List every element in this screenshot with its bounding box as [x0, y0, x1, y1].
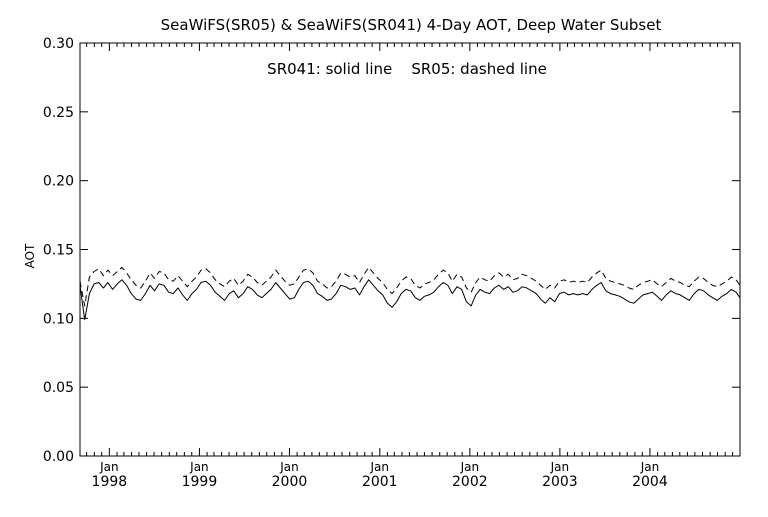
x-tick-month-label: Jan — [99, 460, 119, 474]
x-tick-year-label: 2002 — [452, 474, 488, 490]
x-tick-month-label: Jan — [460, 460, 480, 474]
line-style-annotation: SR041: solid line SR05: dashed line — [267, 60, 547, 78]
y-tick-label: 0.05 — [43, 380, 74, 396]
x-tick-year-label: 2001 — [362, 474, 398, 490]
x-tick-month-label: Jan — [189, 460, 209, 474]
x-tick-month-label: Jan — [640, 460, 660, 474]
x-tick-year-label: 2003 — [542, 474, 578, 490]
x-tick-month-label: Jan — [550, 460, 570, 474]
y-tick-label: 0.30 — [43, 36, 74, 52]
y-tick-label: 0.10 — [43, 311, 74, 327]
series-layer — [79, 266, 741, 321]
x-axis-ticks: Jan1998Jan1999Jan2000Jan2001Jan2002Jan20… — [86, 43, 734, 490]
x-tick-month-label: Jan — [370, 460, 390, 474]
y-axis-label: AOT — [23, 243, 37, 268]
x-tick-year-label: 2000 — [272, 474, 308, 490]
y-tick-label: 0.25 — [43, 105, 74, 121]
y-tick-label: 0.15 — [43, 243, 74, 259]
series-line-sr05 — [79, 266, 741, 307]
series-line-sr041 — [79, 279, 741, 321]
x-tick-year-label: 2004 — [632, 474, 668, 490]
y-tick-label: 0.00 — [43, 449, 74, 465]
x-tick-year-label: 1999 — [182, 474, 218, 490]
x-tick-year-label: 1998 — [92, 474, 128, 490]
y-tick-label: 0.20 — [43, 174, 74, 190]
plot-frame — [79, 42, 741, 457]
x-tick-month-label: Jan — [279, 460, 299, 474]
chart-title: SeaWiFS(SR05) & SeaWiFS(SR041) 4-Day AOT… — [161, 16, 662, 34]
y-axis-ticks: 0.00 0.05 0.10 0.15 0.20 0.25 0.30 — [43, 36, 740, 465]
